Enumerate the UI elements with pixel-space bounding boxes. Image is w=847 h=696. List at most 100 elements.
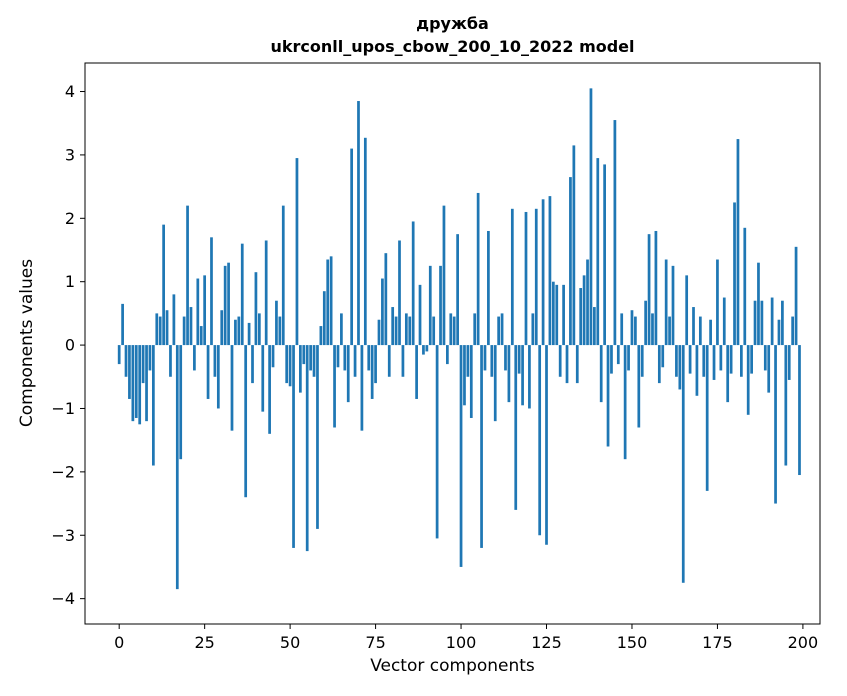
bar: [449, 313, 453, 346]
bar: [418, 284, 422, 346]
bar: [541, 199, 545, 346]
bar: [432, 316, 436, 346]
bar: [753, 300, 757, 346]
bar: [452, 316, 456, 346]
bar: [480, 345, 483, 548]
bar: [275, 300, 278, 346]
x-tick-label: 100: [446, 633, 477, 652]
y-tick-label: −2: [51, 462, 75, 481]
bar: [593, 307, 596, 346]
bar: [240, 243, 244, 346]
bar: [148, 345, 152, 371]
bar: [507, 345, 511, 403]
bar: [199, 326, 203, 346]
bar: [757, 262, 760, 346]
bar: [688, 345, 692, 374]
bar: [794, 246, 798, 346]
bar: [264, 240, 268, 346]
bar: [131, 345, 135, 422]
bar: [528, 345, 531, 409]
bar: [367, 345, 371, 371]
bar: [709, 319, 712, 346]
bar: [162, 224, 165, 346]
bar: [128, 345, 131, 399]
x-axis-label: Vector components: [370, 656, 535, 676]
bar: [497, 316, 501, 346]
bar: [333, 345, 336, 428]
bar: [302, 345, 306, 365]
bar: [774, 345, 777, 504]
bar: [538, 345, 542, 536]
bar: [288, 345, 292, 387]
bar: [384, 253, 388, 346]
bar: [196, 278, 200, 346]
bar: [172, 294, 176, 346]
bar: [500, 313, 504, 346]
bar: [370, 345, 374, 399]
bar: [466, 345, 470, 377]
bar: [616, 345, 620, 365]
bar: [517, 345, 521, 374]
bar: [394, 316, 398, 346]
bar: [329, 256, 333, 346]
bar: [504, 345, 507, 371]
bar: [295, 158, 299, 346]
bar: [138, 345, 142, 425]
x-tick-label: 175: [702, 633, 733, 652]
bar: [230, 345, 234, 431]
bar: [675, 345, 678, 377]
bar: [124, 345, 128, 377]
bar: [623, 345, 627, 460]
bar: [145, 345, 148, 422]
x-tick-label: 25: [194, 633, 214, 652]
bar: [586, 259, 589, 346]
bar: [179, 345, 183, 460]
bar: [657, 345, 661, 384]
bar: [251, 345, 254, 384]
x-tick-label: 150: [617, 633, 648, 652]
bar: [705, 345, 709, 491]
bar: [490, 345, 494, 377]
bar: [606, 345, 610, 447]
bar: [387, 345, 391, 377]
bar: [473, 313, 477, 346]
bar: [777, 319, 781, 346]
bar: [767, 345, 771, 393]
bar: [763, 345, 767, 371]
bar: [569, 177, 572, 346]
bar: [299, 345, 302, 393]
bar: [165, 310, 169, 346]
bar: [524, 211, 528, 346]
bar: [582, 275, 586, 346]
bar: [268, 345, 271, 434]
bar: [459, 345, 463, 567]
bar: [363, 137, 367, 346]
bar: [234, 319, 237, 346]
chart-title-line2: ukrconll_upos_cbow_200_10_2022 model: [270, 37, 635, 56]
bar: [223, 265, 227, 346]
bar: [671, 265, 675, 346]
y-tick-label: 0: [65, 336, 75, 355]
bar: [271, 345, 275, 368]
bar: [343, 345, 347, 371]
bar: [428, 265, 432, 346]
bar: [206, 345, 210, 399]
y-tick-label: −1: [51, 399, 75, 418]
bar: [668, 316, 671, 346]
bar: [692, 307, 695, 346]
y-tick-label: 1: [65, 272, 75, 291]
bar: [411, 221, 415, 346]
bar: [285, 345, 289, 384]
x-tick-label: 0: [114, 633, 124, 652]
chart-title-line1: дружба: [416, 14, 489, 33]
bar: [729, 345, 733, 374]
bar: [237, 316, 241, 346]
bar: [531, 313, 535, 346]
bar: [599, 345, 603, 403]
bar: [381, 278, 384, 346]
bar: [463, 345, 466, 406]
bar: [743, 227, 747, 346]
bar: [545, 345, 548, 545]
